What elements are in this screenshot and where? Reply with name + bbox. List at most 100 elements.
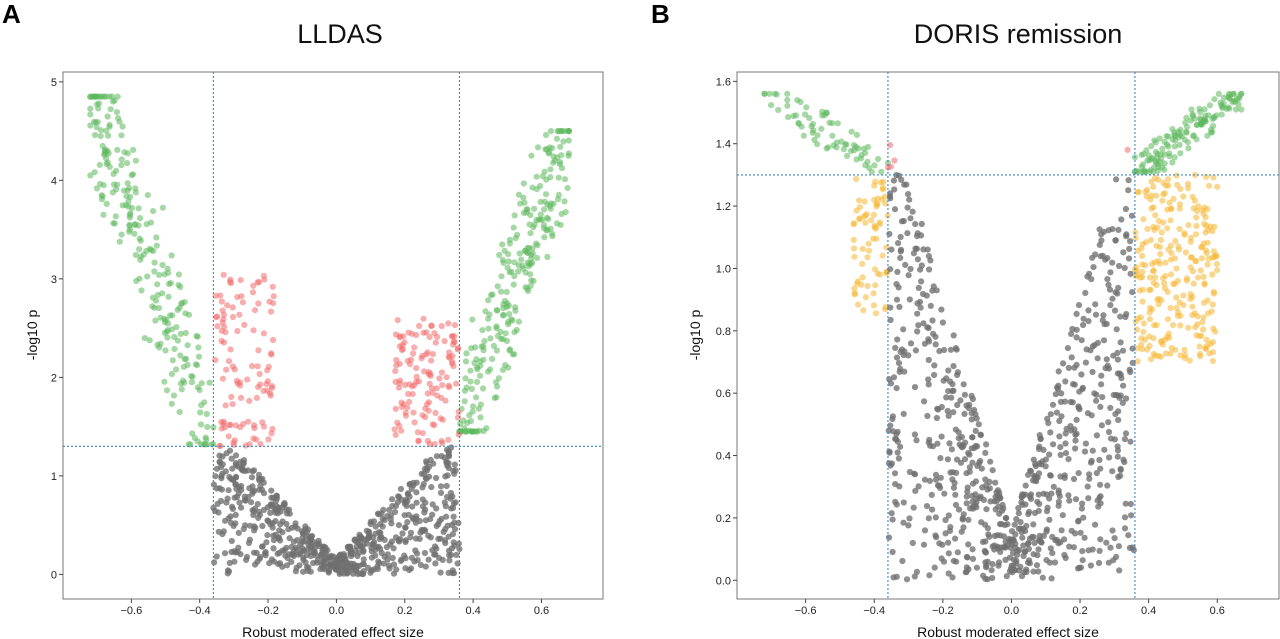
scatter-point [1045,420,1052,427]
scatter-point [1075,470,1082,477]
scatter-point [964,488,971,495]
scatter-point [372,530,379,537]
scatter-point [189,430,196,437]
scatter-point [438,369,445,376]
scatter-point [462,375,469,382]
scatter-point [975,421,982,428]
scatter-point [893,501,900,508]
scatter-point [439,556,446,564]
scatter-point [1155,164,1162,171]
scatter-point [978,465,985,472]
scatter-point [1147,237,1154,244]
scatter-point [1156,135,1163,142]
scatter-point [986,478,993,485]
scatter-point [1159,145,1166,152]
scatter-point [263,539,270,546]
scatter-point [437,483,445,490]
scatter-point [302,559,309,566]
scatter-point [232,473,240,480]
scatter-point [395,493,402,500]
scatter-point [784,102,791,109]
scatter-point [454,346,461,353]
scatter-point [1158,339,1165,346]
scatter-point [1148,143,1155,150]
scatter-point [249,468,256,475]
scatter-point [320,543,327,550]
scatter-point [426,334,433,341]
scatter-point [159,261,166,269]
scatter-point [443,513,450,520]
scatter-point [1202,247,1209,254]
scatter-point [1162,182,1169,189]
scatter-point [1161,285,1168,292]
scatter-point [144,192,151,199]
scatter-point [200,441,207,448]
scatter-point [130,146,137,153]
scatter-point [1200,273,1207,280]
scatter-point [235,529,242,537]
scatter-point [402,524,409,531]
scatter-point [260,490,268,497]
scatter-point [250,327,257,334]
scatter-point [1121,436,1128,443]
scatter-point [901,368,908,375]
scatter-point [498,288,505,295]
scatter-point [381,553,388,560]
scatter-point [410,409,417,416]
scatter-point [1095,559,1103,567]
scatter-point [162,347,169,354]
scatter-point [416,535,423,543]
scatter-point [1015,510,1022,517]
scatter-point [218,486,225,493]
scatter-point [814,132,821,139]
scatter-point [390,570,398,577]
scatter-point [132,157,139,164]
scatter-point [152,317,159,324]
scatter-point [267,392,274,399]
scatter-point [1016,567,1023,574]
scatter-point [170,392,178,399]
scatter-point [488,292,495,299]
scatter-point [1117,371,1124,378]
scatter-point [479,327,486,334]
scatter-point [419,527,426,535]
scatter-point [926,572,933,579]
scatter-point [871,162,878,169]
scatter-point [543,227,550,234]
scatter-point [1059,512,1066,519]
scatter-point [1140,320,1147,327]
scatter-point [413,331,420,339]
scatter-point [948,446,956,453]
scatter-point [1205,182,1213,189]
scatter-point [239,299,246,306]
scatter-point [470,403,477,410]
scatter-point [274,550,281,557]
scatter-point [859,274,866,281]
scatter-point [531,205,538,212]
scatter-point [1043,508,1051,515]
scatter-point [438,323,445,330]
scatter-point [221,424,228,431]
scatter-point [1078,505,1085,512]
scatter-point [354,552,361,560]
scatter-point [553,135,561,142]
scatter-point [1218,111,1225,118]
scatter-point [964,554,971,561]
scatter-point [204,423,211,431]
scatter-point [1064,345,1071,352]
scatter-point [1035,445,1043,452]
scatter-point [955,506,963,513]
scatter-point [543,146,550,153]
scatter-point [243,556,250,564]
scatter-point [1201,280,1208,287]
scatter-point [284,562,291,569]
scatter-point [451,470,458,477]
scatter-point [1097,465,1104,472]
scatter-point [357,533,364,541]
scatter-point [542,131,550,139]
scatter-point [1151,164,1158,171]
scatter-point [905,352,912,359]
scatter-point [1055,368,1062,375]
scatter-point [1192,231,1200,238]
scatter-point [177,330,184,337]
